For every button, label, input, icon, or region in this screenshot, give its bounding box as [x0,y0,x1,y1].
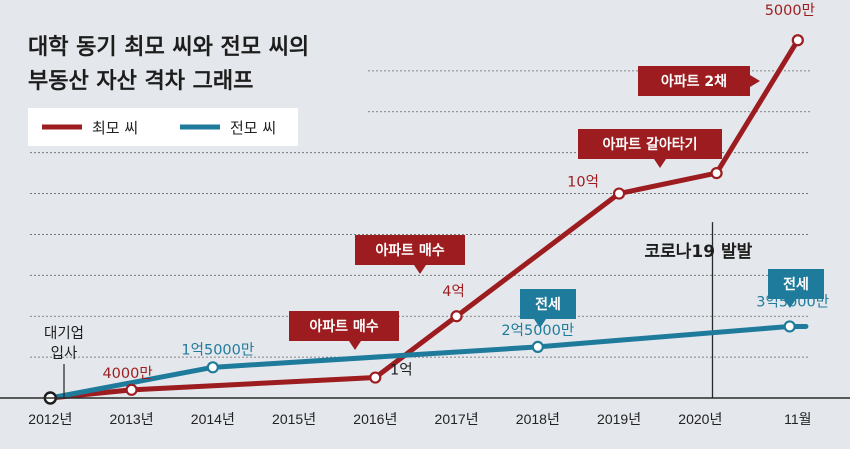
x-tick-label: 11월 [784,411,811,427]
callout-label: 아파트 2채 [661,73,727,90]
callout: 아파트 매수 [289,311,399,350]
value-label: 4000만 [102,365,152,382]
data-point [783,320,796,333]
data-point [612,187,626,200]
x-tick-label: 2019년 [597,411,641,427]
x-tick-label: 2018년 [516,411,560,427]
x-axis: 2012년 2013년 2014년 2015년 2016년 2017년 2018년 2019년… [0,397,850,427]
value-label: 10억 [567,174,599,191]
callout: 아파트 2채 [638,66,760,96]
start-label-line1: 대기업 [44,325,84,342]
x-tick-label: 2012년 [28,411,72,427]
x-tick-label: 2013년 [110,411,154,427]
value-label: 11억 [679,141,711,158]
callout-pointer [750,75,760,87]
data-point [450,310,463,323]
event-label: 코로나19 발발 [645,242,753,262]
callout-box [578,129,722,159]
data-point [531,340,544,353]
value-label: 2억5000만 [501,322,574,339]
x-tick-label: 2016년 [353,411,397,427]
callout-label: 아파트 매수 [375,242,444,259]
callout-label: 전세 [783,276,809,293]
data-point [791,34,804,47]
chart-title: 대학 동기 최모 씨와 전모 씨의 부동산 자산 격차 그래프 [28,35,309,94]
grid-lines [30,70,810,358]
callout-label: 전세 [535,296,561,313]
value-label: 4억 [442,283,465,300]
start-label: 대기업 입사 [44,325,84,398]
data-point [710,167,723,180]
chart-title-line2: 부동산 자산 격차 그래프 [28,69,253,94]
event-marker: 코로나19 발발 [645,222,753,398]
callout: 아파트 매수 [355,235,465,274]
callout-pointer [349,341,361,350]
callout-box [289,311,399,341]
data-point [369,371,382,384]
callout-box [355,235,465,265]
x-tick-label: 2014년 [191,411,235,427]
callout: 전세 [520,289,576,328]
x-tick-label: 2020년 [678,411,722,427]
callout-box [520,289,576,319]
value-label: 5000만 [765,2,815,19]
value-label: 3억5000만 [756,293,829,310]
callout: 전세 [768,269,824,308]
callout-label: 아파트 갈아타기 [602,136,697,153]
x-tick-label: 2017년 [435,411,479,427]
legend-label-choi: 최모 씨 [92,119,138,137]
callout-box [768,269,824,299]
callout-box [638,66,750,96]
value-label-layer: 4000만1억4억10억11억17억5000만1억5000만2억5000만3억5… [102,2,829,382]
value-label: 1억5000만 [181,341,254,358]
callout-pointer [784,299,796,308]
data-point [206,361,219,374]
x-tick-label: 2015년 [272,411,316,427]
callout-pointer [414,265,426,274]
callout-label: 아파트 매수 [309,318,378,335]
chart-title-line1: 대학 동기 최모 씨와 전모 씨의 [28,35,309,60]
legend-label-jeon: 전모 씨 [230,119,276,137]
series-layer [43,34,809,405]
start-label-line2: 입사 [51,345,78,362]
callout-pointer [654,159,666,168]
data-point [125,383,138,396]
callout: 아파트 갈아타기 [578,129,722,168]
value-label: 1억 [390,362,413,379]
callout-pointer [534,319,546,328]
legend: 최모 씨 전모 씨 [28,108,298,146]
